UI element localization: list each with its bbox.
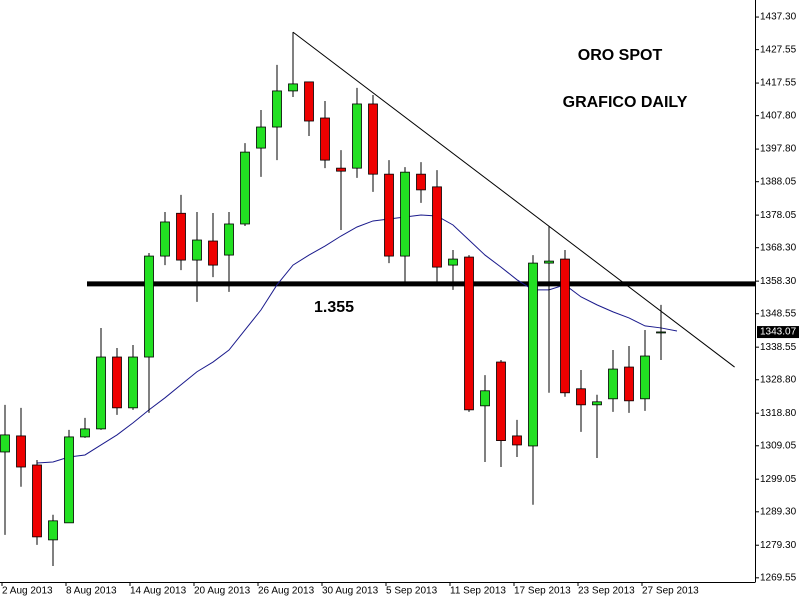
candle-body [624,366,634,402]
y-tick-label: 1378.05 [760,210,797,221]
candle-body [400,171,410,257]
y-tick-label: 1338.55 [760,342,797,353]
y-tick-label: 1269.55 [760,572,797,583]
candle-body [16,435,26,468]
candle-body [368,103,378,175]
candle-body [320,117,330,161]
y-tick-label: 1397.80 [760,144,797,155]
y-tick-label: 1407.80 [760,110,797,121]
y-tick-label: 1289.30 [760,506,797,517]
candle-body [640,355,650,400]
candle-body [0,434,10,453]
candle-body [176,212,186,261]
candle-body [560,258,570,394]
candle-body [240,151,250,225]
x-tick-label: 11 Sep 2013 [450,586,506,597]
y-tick-label: 1328.80 [760,374,797,385]
y-tick-label: 1348.55 [760,308,797,319]
candle-body [384,173,394,257]
last-price-label: 1343.07 [760,327,797,338]
candle-body [480,390,490,407]
y-tick-label: 1318.80 [760,408,797,419]
candle-body [432,186,442,268]
candle-body [576,388,586,406]
candle-body [112,356,122,409]
x-tick-label: 27 Sep 2013 [642,586,699,597]
y-tick-label: 1388.05 [760,176,797,187]
candle-body [224,223,234,256]
x-tick-label: 14 Aug 2013 [130,586,187,597]
candle-body [416,173,426,191]
y-tick-label: 1299.05 [760,474,797,485]
candle-body [448,258,458,266]
x-tick-label: 8 Aug 2013 [66,586,117,597]
x-tick-label: 23 Sep 2013 [578,586,635,597]
candle-body [208,240,218,266]
candle-body [64,436,74,524]
candle-body [464,256,474,411]
last-price-box [757,326,799,339]
chart-subtitle: GRAFICO DAILY [563,94,688,111]
candle-body [160,221,170,257]
x-tick-label: 5 Sep 2013 [386,586,438,597]
candle-body [528,262,538,447]
y-tick-label: 1309.05 [760,440,797,451]
candle-body [32,464,42,538]
candle-body [544,260,554,264]
candle-body [144,255,154,358]
y-tick-label: 1368.30 [760,242,797,253]
x-tick-label: 20 Aug 2013 [194,586,251,597]
candle-body [496,361,506,441]
candle-body [192,239,202,261]
y-tick-label: 1358.30 [760,276,797,287]
candle-body [80,428,90,438]
x-tick-label: 17 Sep 2013 [514,586,571,597]
candle-body [304,81,314,122]
candle-body [128,356,138,409]
y-tick-label: 1427.55 [760,44,797,55]
candle-body [592,401,602,406]
candle-body [512,435,522,446]
candle-body [336,167,346,172]
candle-body [608,368,618,400]
candle-body [288,83,298,92]
moving-average [36,214,678,464]
y-tick-label: 1279.30 [760,540,797,551]
candle-body [272,90,282,128]
x-tick-label: 2 Aug 2013 [2,586,53,597]
x-tick-label: 26 Aug 2013 [258,586,315,597]
x-tick-label: 30 Aug 2013 [322,586,379,597]
candle-body [256,126,266,149]
chart-title: ORO SPOT [578,47,663,64]
level-label: 1.355 [314,299,354,316]
candle-body [352,103,362,169]
y-tick-label: 1417.55 [760,78,797,89]
candle-body [96,356,106,430]
candle-body [48,520,58,541]
y-tick-label: 1437.30 [760,12,797,23]
candle-body [656,331,666,334]
